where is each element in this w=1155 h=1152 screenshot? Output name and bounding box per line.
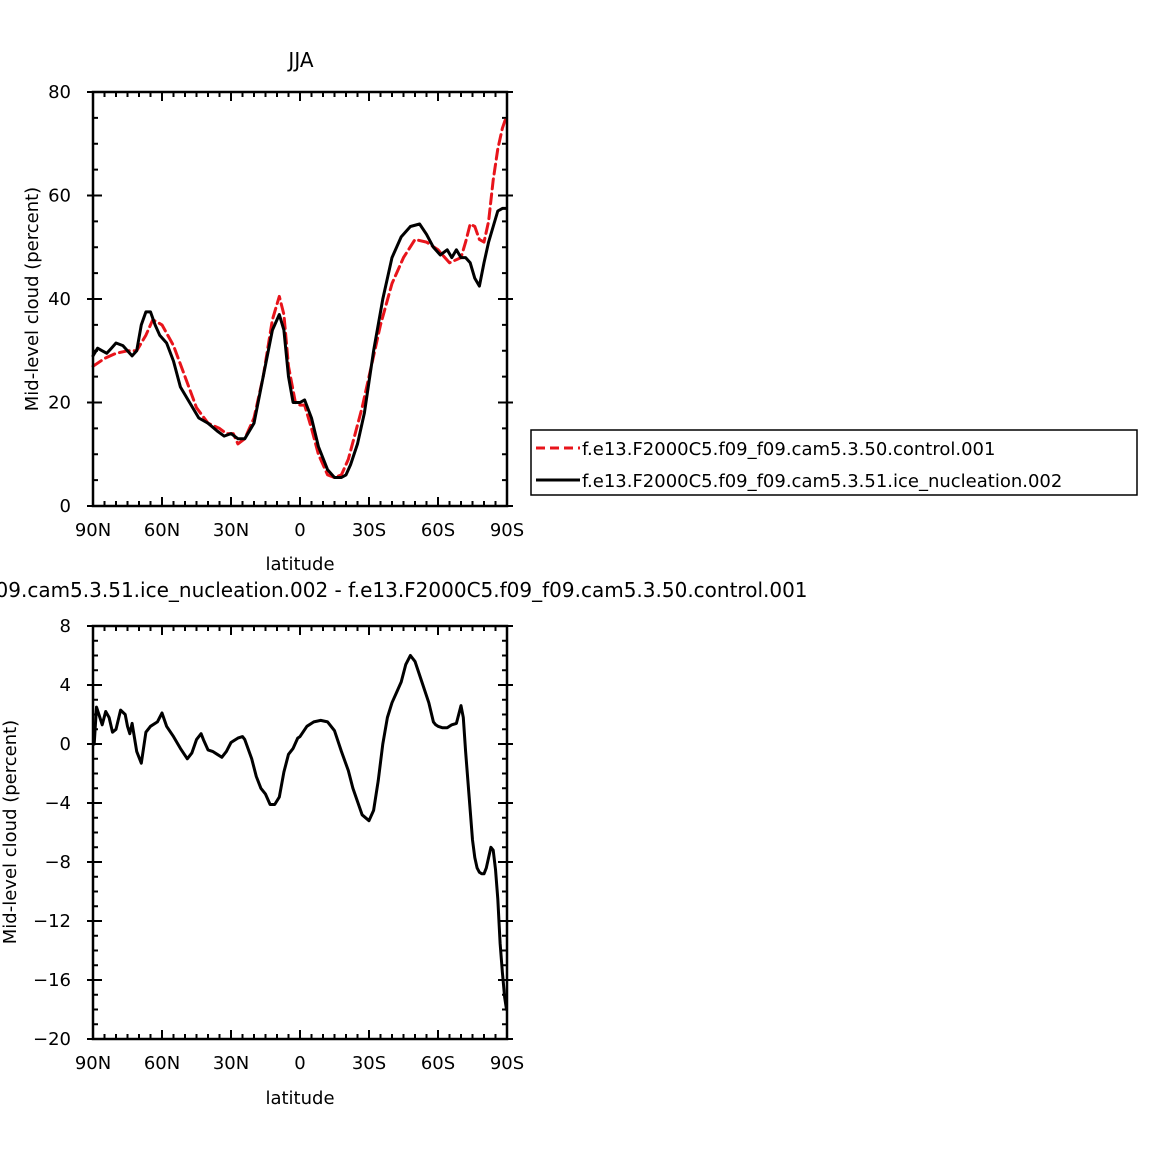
legend: f.e13.F2000C5.f09_f09.cam5.3.50.control.… [530,429,1138,496]
x-tick-label: 0 [294,520,305,541]
y-tick-label: 0 [60,496,71,517]
x-tick-label: 30S [352,520,386,541]
top-plot-title: JJA [286,48,313,72]
y-tick-label: 20 [48,393,71,414]
bottom-x-axis-label: latitude [265,1088,334,1109]
y-tick-label: 0 [60,734,71,755]
legend-label-ice-nucleation: f.e13.F2000C5.f09_f09.cam5.3.51.ice_nucl… [582,471,1062,492]
x-tick-label: 30N [213,520,249,541]
bottom-series-lines [92,654,508,1011]
x-tick-label: 90N [75,520,111,541]
y-tick-label: −20 [33,1029,71,1050]
x-tick-label: 90S [490,1053,524,1074]
x-tick-label: 60S [421,520,455,541]
top-panel: JJA 90N 60N 30N 0 30S 60S 90S 0 20 40 60 80 latitud… [22,48,524,575]
top-axes-ticks: 90N 60N 30N 0 30S 60S 90S 0 20 40 60 80 [48,82,524,541]
x-tick-label: 90N [75,1053,111,1074]
legend-box [530,429,1138,496]
x-tick-label: 60N [144,520,180,541]
bottom-plot-frame [91,624,509,1041]
y-tick-label: −8 [44,852,71,873]
x-tick-label: 30N [213,1053,249,1074]
y-tick-label: 8 [60,616,71,637]
x-tick-label: 0 [294,1053,305,1074]
x-tick-label: 90S [490,520,524,541]
x-tick-label: 30S [352,1053,386,1074]
y-tick-label: −12 [33,911,71,932]
bottom-axes-ticks: 90N 60N 30N 0 30S 60S 90S −20 −16 −12 −8 −4 0 4 8 [33,616,524,1074]
top-y-axis-label: Mid-level cloud (percent) [22,187,43,411]
bottom-plot-title: f.e13.F2000C5.f09_f09.cam5.3.51.ice_nucl… [0,578,808,602]
legend-label-control: f.e13.F2000C5.f09_f09.cam5.3.50.control.… [582,439,995,460]
series-line-0-1 [91,206,508,479]
bottom-panel: f.e13.F2000C5.f09_f09.cam5.3.51.ice_nucl… [0,578,808,1109]
y-tick-label: 80 [48,82,71,103]
x-tick-label: 60N [144,1053,180,1074]
series-line-0-0 [91,116,508,479]
y-tick-label: 60 [48,186,71,207]
top-series-lines [91,116,508,479]
y-tick-label: −16 [33,970,71,991]
bottom-y-axis-label: Mid-level cloud (percent) [0,720,21,944]
x-tick-label: 60S [421,1053,455,1074]
y-tick-label: 4 [60,675,71,696]
y-tick-label: 40 [48,289,71,310]
y-tick-label: −4 [44,793,71,814]
top-plot-frame [91,90,509,508]
top-x-axis-label: latitude [265,554,334,575]
series-line-1-0 [92,654,508,1011]
